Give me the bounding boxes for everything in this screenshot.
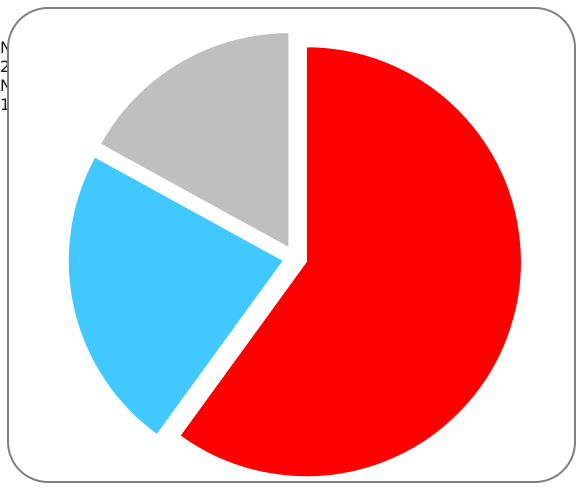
pie-slice	[99, 32, 290, 249]
pie-slice	[179, 46, 522, 478]
pie-slice	[67, 156, 285, 436]
